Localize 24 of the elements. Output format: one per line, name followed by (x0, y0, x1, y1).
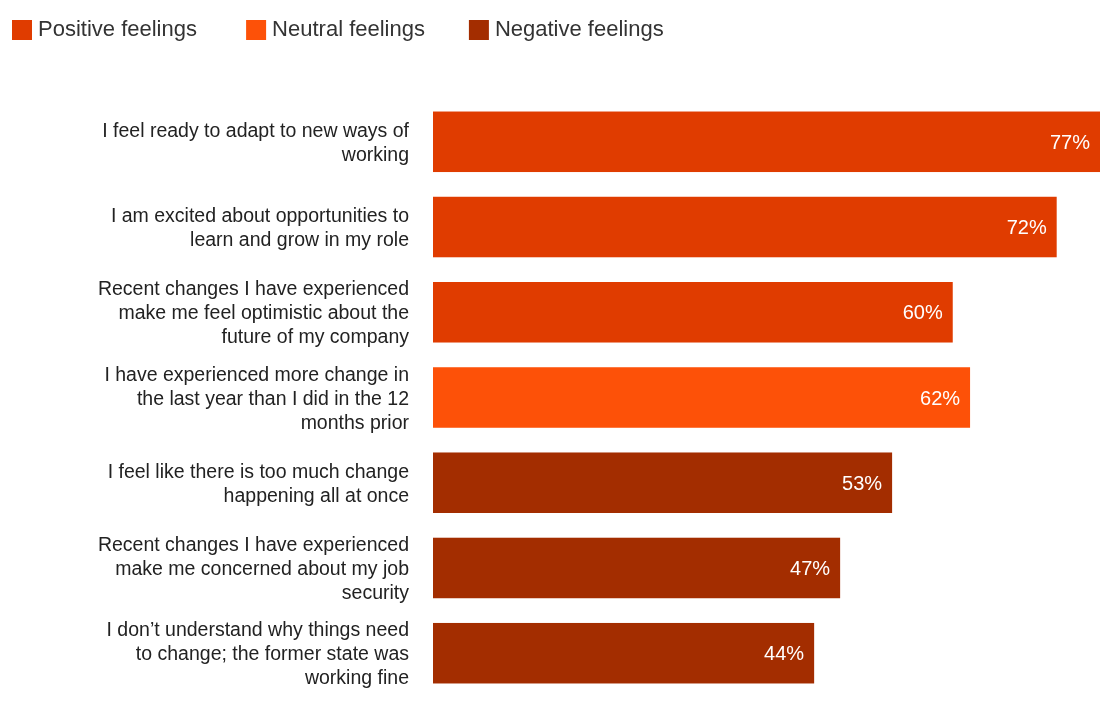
data-label: 72% (1006, 216, 1047, 239)
bar (433, 111, 1100, 173)
data-label: 53% (842, 471, 883, 494)
legend-label: Neutral feelings (272, 16, 425, 41)
bar (433, 282, 953, 343)
bar (433, 452, 893, 513)
bar (433, 622, 815, 684)
legend-label: Negative feelings (494, 16, 664, 41)
data-label: 47% (790, 556, 831, 579)
y-tick-label: I am excited about opportunities to learn and grow in my role (110, 204, 410, 251)
y-tick-label: Recent changes I have experienced make me concerned about my job security (97, 532, 410, 603)
data-label: 77% (1049, 130, 1091, 153)
legend-label: Positive feelings (38, 16, 197, 41)
data-label: 44% (764, 642, 805, 665)
y-tick-label: Recent changes I have experienced make me feel optimistic about the future of my company (97, 277, 410, 348)
data-label: 60% (902, 301, 943, 324)
bar (433, 367, 971, 428)
bar (433, 196, 1057, 258)
y-tick-label: I feel ready to adapt to new ways of working (102, 118, 410, 165)
y-tick-label: I have experienced more change in the last year than I did in the 12 months prior (104, 362, 410, 433)
y-tick-label: I feel like there is too much change happening all at once (107, 459, 409, 506)
bar (433, 537, 841, 599)
data-label: 62% (920, 386, 961, 409)
y-tick-label: I don’t understand why things need to change; the former state was working fine (106, 618, 410, 689)
